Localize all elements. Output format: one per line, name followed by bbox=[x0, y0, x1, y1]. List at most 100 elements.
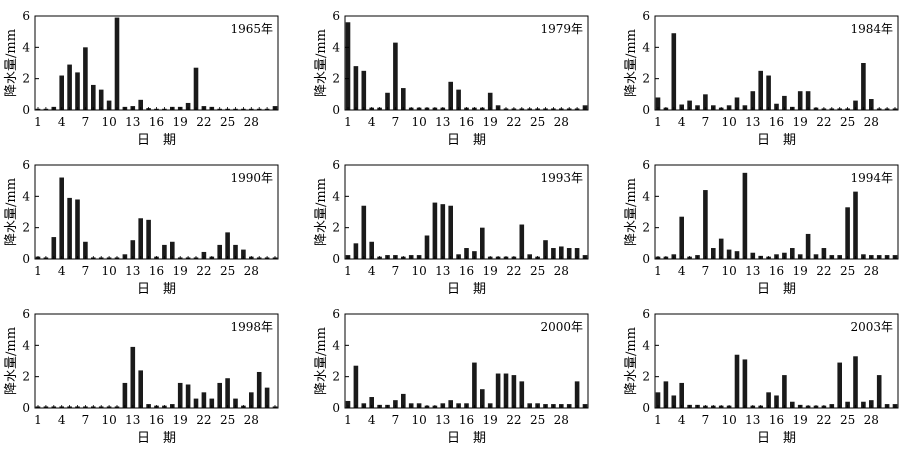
bar-day-7 bbox=[703, 94, 708, 110]
y-tick-label: 2 bbox=[642, 221, 650, 235]
x-tick-label: 1 bbox=[34, 264, 42, 278]
x-tick-label: 7 bbox=[82, 264, 90, 278]
x-tick-label: 19 bbox=[173, 413, 188, 427]
x-tick-label: 22 bbox=[816, 115, 831, 129]
x-tick-label: 22 bbox=[506, 264, 521, 278]
bar-day-6 bbox=[385, 92, 390, 110]
y-tick-label: 2 bbox=[22, 72, 30, 86]
bar-day-24 bbox=[217, 382, 222, 408]
y-tick-label: 6 bbox=[332, 9, 340, 23]
x-tick-label: 19 bbox=[793, 264, 808, 278]
bar-day-15 bbox=[146, 219, 151, 259]
chart-title: 2003年 bbox=[850, 320, 893, 334]
bar-day-26 bbox=[543, 240, 548, 259]
bar-day-2 bbox=[353, 365, 359, 408]
bar-day-20 bbox=[185, 384, 191, 408]
bar-day-4 bbox=[679, 216, 684, 259]
bar-day-24 bbox=[837, 362, 842, 408]
bar-day-25 bbox=[845, 401, 850, 408]
bar-day-17 bbox=[782, 252, 787, 259]
bar-day-14 bbox=[448, 205, 453, 259]
x-tick-label: 25 bbox=[840, 413, 855, 427]
bar-day-12 bbox=[742, 172, 748, 259]
x-tick-label: 25 bbox=[530, 115, 545, 129]
x-tick-label: 1 bbox=[654, 264, 662, 278]
bar-day-15 bbox=[766, 392, 771, 408]
bar-day-7 bbox=[83, 241, 88, 259]
x-tick-label: 16 bbox=[459, 264, 474, 278]
x-tick-label: 1 bbox=[654, 413, 662, 427]
bar-day-4 bbox=[59, 75, 64, 110]
bar-day-9 bbox=[718, 238, 724, 259]
x-tick-label: 13 bbox=[435, 413, 450, 427]
chart-title: 1979年 bbox=[540, 22, 583, 36]
bar-day-25 bbox=[225, 378, 230, 408]
bar-day-1 bbox=[655, 97, 661, 110]
y-tick-label: 4 bbox=[642, 40, 650, 54]
bar-day-23 bbox=[519, 381, 525, 408]
y-tick-label: 2 bbox=[642, 370, 650, 384]
x-tick-label: 10 bbox=[411, 413, 426, 427]
x-axis-label: 日 期 bbox=[137, 133, 176, 148]
y-tick-label: 4 bbox=[22, 338, 30, 352]
bar-day-2 bbox=[353, 243, 359, 259]
x-tick-label: 13 bbox=[745, 115, 760, 129]
x-tick-label: 1 bbox=[344, 115, 352, 129]
x-tick-label: 4 bbox=[58, 413, 66, 427]
y-axis-label: 降水量/mm bbox=[314, 178, 329, 246]
chart-title: 1984年 bbox=[850, 22, 893, 36]
bar-day-14 bbox=[448, 400, 453, 408]
x-axis-label: 日 期 bbox=[447, 133, 486, 148]
bar-day-13 bbox=[130, 240, 136, 259]
bar-day-21 bbox=[503, 373, 509, 408]
x-tick-label: 22 bbox=[506, 115, 521, 129]
y-axis-label: 降水量/mm bbox=[624, 327, 639, 395]
y-tick-label: 4 bbox=[332, 189, 340, 203]
x-tick-label: 7 bbox=[702, 264, 710, 278]
bar-day-22 bbox=[821, 248, 827, 259]
bar-day-18 bbox=[790, 401, 795, 408]
x-tick-label: 19 bbox=[483, 264, 498, 278]
bar-day-11 bbox=[734, 97, 740, 110]
bar-day-3 bbox=[361, 70, 367, 110]
x-tick-label: 16 bbox=[769, 115, 784, 129]
x-tick-label: 10 bbox=[101, 413, 116, 427]
x-tick-label: 22 bbox=[816, 413, 831, 427]
x-axis-label: 日 期 bbox=[447, 431, 486, 446]
bar-day-20 bbox=[805, 91, 811, 110]
chart-title: 2000年 bbox=[540, 320, 583, 334]
x-tick-label: 4 bbox=[368, 264, 376, 278]
bar-day-4 bbox=[369, 241, 374, 259]
y-tick-label: 0 bbox=[332, 103, 340, 117]
x-tick-label: 19 bbox=[483, 413, 498, 427]
bar-day-7 bbox=[703, 190, 708, 259]
bar-day-18 bbox=[790, 248, 795, 259]
x-tick-label: 13 bbox=[125, 264, 140, 278]
y-tick-label: 6 bbox=[22, 9, 30, 23]
bar-day-19 bbox=[797, 91, 803, 110]
x-tick-label: 28 bbox=[244, 115, 259, 129]
bar-day-25 bbox=[225, 232, 230, 259]
bar-day-7 bbox=[393, 400, 398, 408]
x-tick-label: 19 bbox=[173, 264, 188, 278]
x-axis-label: 日 期 bbox=[447, 282, 486, 297]
bar-day-29 bbox=[256, 371, 262, 408]
x-axis-label: 日 期 bbox=[757, 133, 796, 148]
bar-day-21 bbox=[193, 67, 199, 110]
bar-day-19 bbox=[177, 382, 183, 408]
y-axis-label: 降水量/mm bbox=[624, 29, 639, 97]
bar-day-15 bbox=[456, 89, 461, 110]
bar-day-13 bbox=[440, 204, 446, 259]
x-tick-label: 13 bbox=[125, 413, 140, 427]
bar-day-1 bbox=[345, 22, 351, 110]
bar-day-22 bbox=[511, 375, 517, 408]
y-tick-label: 6 bbox=[642, 158, 650, 172]
x-tick-label: 16 bbox=[769, 264, 784, 278]
bar-day-28 bbox=[559, 246, 564, 259]
x-tick-label: 4 bbox=[678, 115, 686, 129]
bar-day-11 bbox=[734, 354, 740, 408]
